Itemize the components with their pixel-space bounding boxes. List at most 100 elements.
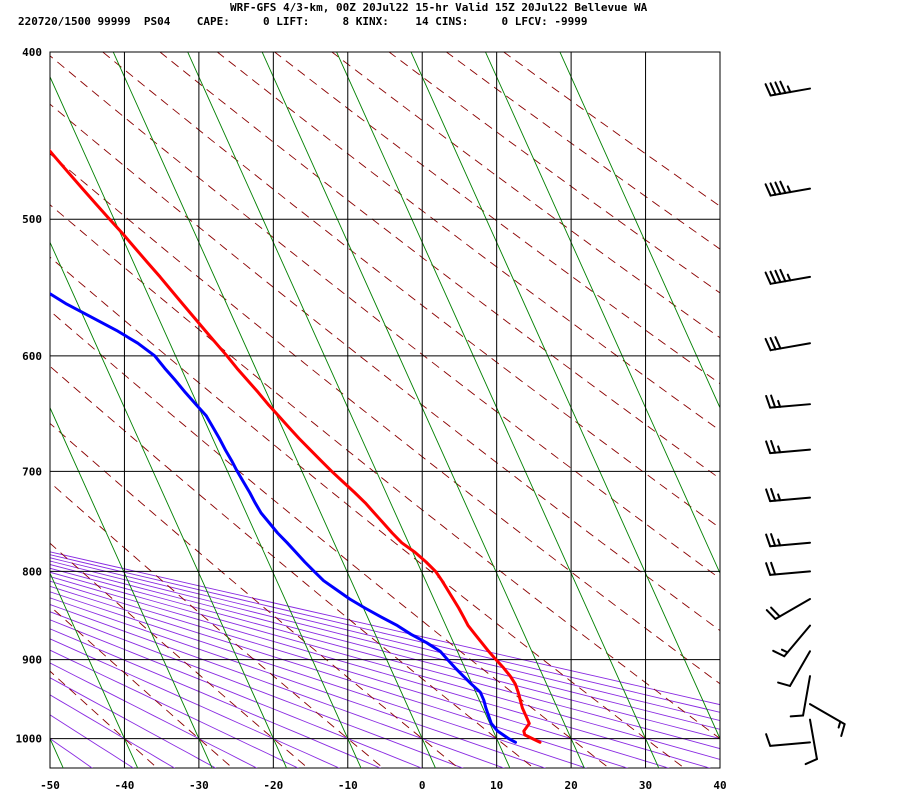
wind-barb — [765, 733, 811, 747]
moist-adiabat-line — [50, 580, 670, 768]
wind-barb — [764, 80, 811, 97]
wind-barb-segment — [770, 533, 777, 547]
wind-barb — [765, 487, 811, 503]
wind-barb-segment — [770, 439, 777, 454]
temperature-tick-label: 0 — [419, 779, 426, 792]
wind-barb-segment — [764, 271, 772, 285]
dry-adiabat-line — [50, 605, 234, 768]
moist-adiabat-line — [50, 662, 258, 768]
wind-barb-segment — [769, 541, 811, 548]
temperature-tick-label: 40 — [713, 779, 726, 792]
wind-barb-segment — [837, 720, 842, 729]
dewpoint-profile-line — [50, 291, 517, 744]
temperature-tick-label: 30 — [639, 779, 652, 792]
isotherm-line — [50, 241, 288, 768]
station-indices-line: 220720/1500 99999 PS04 CAPE: 0 LIFT: 8 K… — [18, 15, 588, 28]
wind-barb-segment — [769, 337, 777, 351]
isotherm-line — [410, 52, 720, 740]
wind-barb-segment — [769, 448, 811, 455]
dry-adiabat-line — [50, 310, 610, 768]
wind-barb-segment — [769, 403, 811, 409]
wind-barb-segment — [777, 445, 782, 454]
wind-barb-segment — [764, 183, 772, 197]
chart-title: WRF-GFS 4/3-km, 00Z 20Jul22 15-hr Valid … — [230, 1, 648, 14]
isotherm-line — [50, 572, 139, 768]
pressure-tick-label: 800 — [22, 565, 42, 578]
dry-adiabat-line — [50, 204, 720, 740]
pressure-tick-label: 500 — [22, 213, 42, 226]
wind-barb-segment — [769, 82, 777, 96]
wind-barb-segment — [840, 723, 846, 738]
wind-barb-segment — [770, 487, 777, 502]
moist-adiabat-line — [50, 560, 720, 730]
moist-adiabat-line — [50, 576, 712, 768]
wind-barb-segment — [774, 269, 782, 284]
wind-barb-segment — [780, 648, 789, 654]
wind-barb-segment — [786, 185, 792, 194]
moist-adiabat-line — [50, 585, 629, 768]
wind-barb-segment — [765, 394, 772, 409]
wind-barb-segment — [769, 570, 811, 576]
pressure-axis: 400 500 600 700 800 900 1000 — [16, 46, 43, 746]
wind-barb-segment — [779, 180, 787, 194]
pressure-tick-label: 900 — [22, 654, 42, 667]
temperature-profile-line — [50, 148, 542, 744]
wind-barb — [804, 718, 818, 766]
wind-barb-segment — [772, 649, 786, 658]
wind-barb-segment — [777, 681, 791, 687]
moist-adiabat-line — [50, 591, 588, 768]
dry-adiabat-line — [50, 542, 309, 768]
wind-barb-segment — [765, 562, 772, 576]
temperature-tick-label: -10 — [338, 779, 358, 792]
wind-barb — [765, 561, 811, 576]
wind-barb — [777, 650, 811, 687]
moist-adiabat-line — [50, 604, 506, 768]
isotherm-line — [187, 52, 511, 768]
wind-barb-segment — [802, 675, 811, 717]
wind-barb-segment — [777, 493, 782, 502]
wind-barb — [765, 439, 811, 455]
wind-barb-segment — [786, 85, 792, 94]
wind-barb — [765, 533, 811, 548]
wind-barb-segment — [809, 703, 846, 726]
wind-barb-segment — [783, 624, 811, 658]
wind-barb-segment — [769, 342, 811, 352]
moist-adiabat-line — [50, 677, 217, 768]
sounding-profiles — [50, 148, 542, 744]
moist-adiabat-line — [50, 628, 382, 768]
moist-adiabat-line — [50, 551, 720, 706]
wind-barb-segment — [809, 718, 818, 761]
moist-adiabat-line — [50, 638, 341, 768]
wind-barb-segment — [774, 81, 782, 95]
wind-barb — [764, 180, 811, 197]
wind-barbs — [764, 80, 846, 766]
wind-barb-segment — [789, 650, 811, 687]
wind-barb — [809, 703, 846, 738]
moist-adiabat-line — [50, 557, 720, 722]
dry-adiabat-line — [50, 422, 460, 768]
temperature-tick-label: 10 — [490, 779, 503, 792]
wind-barb-segment — [765, 609, 777, 620]
temperature-tick-label: 20 — [564, 779, 577, 792]
wind-barb — [765, 394, 811, 409]
wind-barb-segment — [779, 268, 787, 283]
temperature-tick-label: -50 — [40, 779, 60, 792]
wind-barb-segment — [769, 496, 811, 503]
isotherm-line — [261, 52, 585, 768]
wind-barb-segment — [765, 440, 772, 455]
moist-adiabat-line — [50, 649, 300, 768]
wind-barb-segment — [764, 337, 772, 352]
moist-adiabat-line — [50, 567, 720, 750]
pressure-tick-label: 700 — [22, 465, 42, 478]
wind-barb — [764, 268, 811, 285]
wind-barb — [789, 675, 811, 718]
isotherm-line — [50, 75, 362, 768]
moist-adiabat-line — [50, 564, 720, 740]
wind-barb-segment — [777, 399, 782, 408]
moist-adiabat-line — [50, 619, 423, 768]
pressure-tick-label: 600 — [22, 350, 42, 363]
wind-barb-segment — [770, 606, 781, 618]
wind-barb-segment — [769, 270, 777, 284]
wind-barb-segment — [777, 538, 782, 547]
